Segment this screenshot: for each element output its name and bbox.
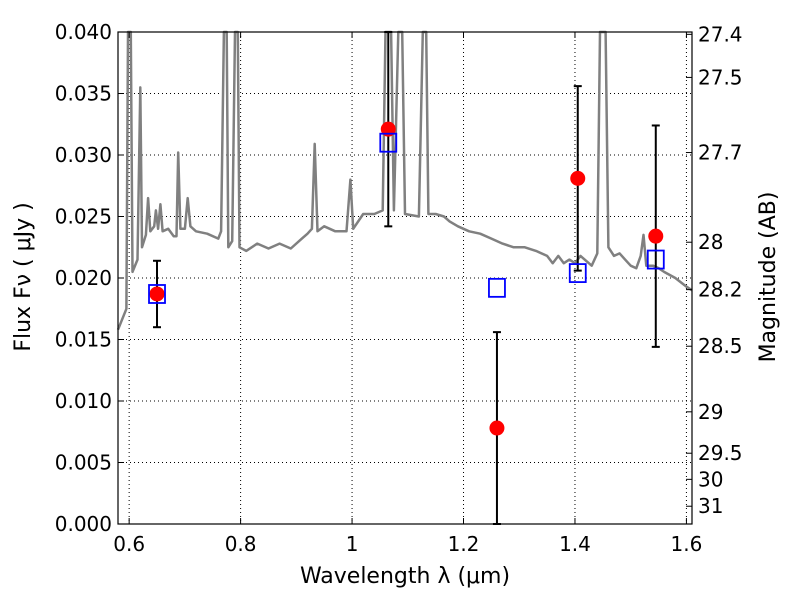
x-axis-label: Wavelength λ (μm) (300, 564, 510, 589)
observed-point (570, 170, 586, 186)
x-tick-label: 1.6 (671, 532, 703, 556)
observed-point (149, 286, 165, 302)
model-photometry-square (148, 284, 166, 304)
x-tick-label: 1 (346, 532, 359, 556)
right-tick-label: 29.5 (698, 441, 743, 465)
y-tick-label: 0.015 (55, 328, 112, 352)
y-tick-label: 0.035 (55, 82, 112, 106)
model-photometry-square (568, 263, 587, 283)
x-tick-label: 0.6 (113, 532, 145, 556)
y-tick-label: 0.040 (55, 20, 112, 44)
right-tick-label: 27.4 (698, 22, 743, 46)
x-tick-label: 0.8 (225, 532, 257, 556)
y-tick-label: 0.025 (55, 205, 112, 229)
y-tick-label: 0.030 (55, 143, 112, 167)
right-tick-label: 29 (698, 400, 723, 424)
right-tick-label: 27.5 (698, 65, 743, 89)
y-axis-label: Flux Fν ( μJy ) (11, 202, 36, 351)
right-tick-label: 28 (698, 230, 723, 254)
y-tick-label: 0.010 (55, 389, 112, 413)
right-tick-label: 28.5 (698, 334, 743, 358)
right-tick-label: 28.2 (698, 278, 743, 302)
y-tick-label: 0.005 (55, 451, 112, 475)
ticks-layer: 0.6 0.8 1 1.2 1.4 1.6 0.000 0.005 0.010 0.015 0.02… (55, 20, 743, 556)
x-tick-label: 1.4 (559, 532, 591, 556)
model-photometry-square (379, 132, 398, 153)
model-photometry-square (488, 277, 506, 298)
y-tick-label: 0.000 (55, 512, 112, 536)
x-tick-label: 1.2 (448, 532, 480, 556)
squares-layer (148, 132, 665, 304)
right-tick-label: 30 (698, 467, 723, 491)
y-tick-label: 0.020 (55, 266, 112, 290)
right-tick-label: 27.7 (698, 141, 743, 165)
observed-point (648, 228, 664, 244)
spectrum-layer (116, 30, 693, 331)
model-spectrum-line (116, 30, 693, 331)
y-axis-label-right: Magnitude (AB) (756, 192, 781, 363)
observed-point (489, 420, 505, 436)
model-photometry-square (646, 249, 665, 270)
right-tick-label: 31 (698, 494, 723, 518)
